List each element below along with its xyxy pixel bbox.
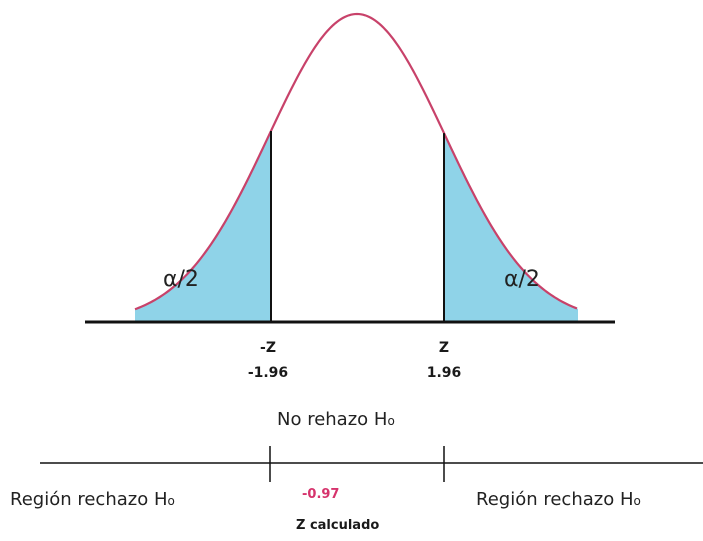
right-reject-sub: o [633,494,640,508]
pos-critical-value: 1.96 [427,365,462,381]
right-rejection-tail [444,133,578,322]
pos-critical-symbol: Z [439,340,449,356]
neg-critical-value: -1.96 [248,365,288,381]
acceptance-label-main: No rehazo H [277,409,387,430]
left-reject-main: Región rechazo H [10,489,167,510]
left-tail-label: α/2 [163,267,199,292]
right-rejection-label: Región rechazo Ho [476,489,641,510]
left-rejection-label: Región rechazo Ho [10,489,175,510]
left-reject-sub: o [167,494,174,508]
normal-curve [134,12,578,311]
left-rejection-tail [135,130,271,322]
acceptance-label-sub: o [387,414,394,428]
right-reject-main: Región rechazo H [476,489,633,510]
computed-z-value: -0.97 [302,487,339,502]
neg-critical-symbol: -Z [260,340,276,356]
acceptance-region-label: No rehazo Ho [277,409,395,430]
computed-z-label: Z calculado [296,518,379,533]
right-tail-label: α/2 [504,267,540,292]
